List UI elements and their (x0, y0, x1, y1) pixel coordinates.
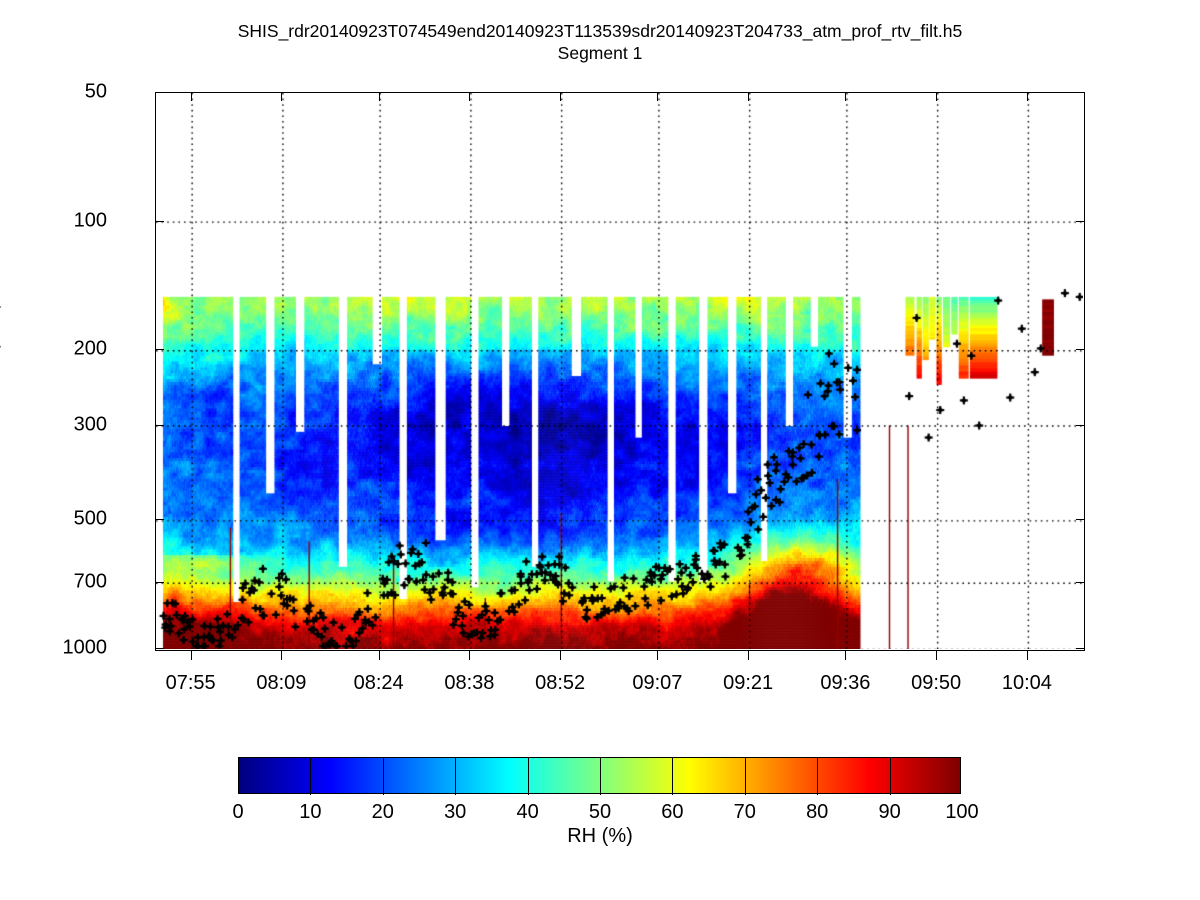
y-tick-label-500: 500 (73, 507, 107, 530)
y-tick-label-700: 700 (73, 570, 107, 593)
x-tick-mark-top (469, 92, 471, 101)
figure-subtitle: Segment 1 (557, 43, 643, 63)
y-tick-mark-right (1076, 424, 1085, 426)
x-tick-mark-top (845, 92, 847, 101)
x-tick-label-08-24: 08:24 (353, 672, 404, 694)
x-tick-mark-top (657, 92, 659, 101)
x-tick-mark (190, 651, 192, 660)
page-title: SHIS_rdr20140923T074549end20140923T11353… (237, 21, 963, 41)
y-tick-mark-right (1076, 519, 1085, 521)
y-tick-mark (155, 220, 164, 222)
x-tick-mark-top (378, 92, 380, 101)
x-tick-label-08-09: 08:09 (256, 672, 307, 694)
colorbar-tick-label-80: 80 (806, 801, 829, 823)
plot-axes (155, 92, 1085, 651)
colorbar (238, 757, 962, 795)
colorbar-tick-mark (310, 757, 312, 795)
colorbar-tick-label-70: 70 (733, 801, 756, 823)
colorbar-tick-label-40: 40 (516, 801, 539, 823)
y-tick-mark (155, 349, 164, 351)
colorbar-tick-mark (527, 757, 529, 795)
x-tick-label-07-55: 07:55 (165, 672, 216, 694)
x-tick-label-09-36: 09:36 (820, 672, 871, 694)
colorbar-tick-mark (455, 757, 457, 795)
colorbar-tick-label-90: 90 (878, 801, 901, 823)
x-tick-mark (1026, 651, 1028, 660)
y-tick-mark (155, 92, 164, 93)
y-axis-label: P (hPa) (0, 301, 2, 372)
y-tick-mark (155, 581, 164, 583)
colorbar-tick-mark (600, 757, 601, 795)
colorbar-tick-label-100: 100 (945, 801, 979, 823)
colorbar-tick-label-60: 60 (661, 801, 684, 823)
x-tick-mark (560, 651, 562, 660)
colorbar-gradient (238, 757, 961, 794)
x-tick-mark-top (936, 92, 938, 101)
x-tick-mark-top (1026, 92, 1028, 101)
x-tick-label-09-50: 09:50 (911, 672, 962, 694)
x-tick-mark (469, 651, 471, 660)
x-tick-mark (845, 651, 847, 660)
y-tick-label-300: 300 (73, 413, 107, 436)
y-tick-label-200: 200 (73, 337, 107, 360)
y-tick-label-1000: 1000 (62, 636, 108, 659)
colorbar-tick-label-0: 0 (232, 801, 244, 823)
x-tick-mark (936, 651, 938, 660)
colorbar-tick-mark (744, 757, 746, 795)
y-tick-mark-right (1076, 648, 1085, 649)
x-tick-mark-top (560, 92, 562, 101)
colorbar-tick-label-10: 10 (299, 801, 322, 823)
x-tick-mark-top (281, 92, 283, 101)
y-tick-mark (155, 519, 164, 521)
colorbar-tick-mark (382, 757, 384, 795)
y-tick-label-50: 50 (84, 80, 107, 103)
x-tick-label-08-52: 08:52 (535, 672, 586, 694)
y-tick-mark-right (1076, 92, 1085, 93)
figure-title-block: SHIS_rdr20140923T074549end20140923T11353… (0, 20, 1200, 64)
colorbar-tick-label-50: 50 (588, 801, 612, 823)
x-tick-label-10-04: 10:04 (1001, 672, 1052, 694)
x-tick-mark-top (748, 92, 750, 101)
x-tick-label-09-21: 09:21 (723, 672, 774, 694)
colorbar-tick-label-20: 20 (371, 801, 394, 823)
x-tick-mark (748, 651, 750, 660)
colorbar-tick-mark (672, 757, 674, 795)
y-tick-mark-right (1076, 220, 1085, 222)
x-tick-mark (657, 651, 659, 660)
x-tick-mark (378, 651, 380, 660)
x-tick-mark-top (190, 92, 192, 101)
y-tick-mark (155, 424, 164, 426)
colorbar-tick-label-30: 30 (444, 801, 467, 823)
grid-overlay (156, 93, 1083, 649)
x-tick-mark (281, 651, 283, 660)
colorbar-label: RH (%) (567, 825, 633, 847)
y-tick-mark-right (1076, 581, 1085, 583)
x-tick-label-08-38: 08:38 (444, 672, 495, 694)
colorbar-tick-mark (817, 757, 819, 795)
y-tick-mark-right (1076, 349, 1085, 351)
x-tick-label-09-07: 09:07 (632, 672, 683, 694)
y-tick-mark (155, 648, 164, 649)
colorbar-tick-mark (889, 757, 891, 795)
y-tick-label-100: 100 (73, 209, 107, 232)
